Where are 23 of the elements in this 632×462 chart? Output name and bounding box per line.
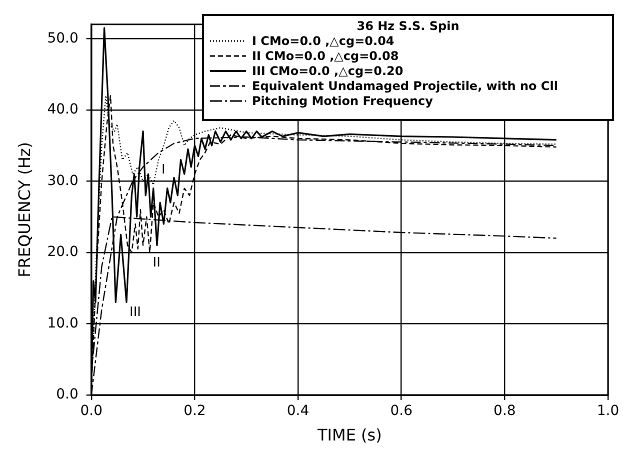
- x-axis-title: TIME (s): [316, 426, 382, 445]
- x-tick-label: 0.8: [494, 403, 516, 420]
- legend-title: 36 Hz S.S. Spin: [356, 19, 460, 33]
- y-axis-title: FREQUENCY (Hz): [14, 142, 34, 278]
- x-tick-label: 0.4: [286, 403, 310, 420]
- legend-label: III CMo=0.0 ,△cg=0.20: [252, 64, 404, 78]
- y-tick-label: 10.0: [47, 315, 78, 332]
- legend-label: I CMo=0.0 ,△cg=0.04: [252, 34, 394, 48]
- x-tick-label: 1.0: [596, 403, 620, 420]
- x-tick-label: 0.0: [80, 403, 103, 420]
- x-tick-label: 0.2: [184, 403, 206, 420]
- x-tick-label: 0.6: [390, 403, 413, 420]
- y-tick-label: 20.0: [47, 244, 78, 260]
- legend-label: Pitching Motion Frequency: [252, 94, 433, 108]
- legend-label: II CMo=0.0 ,△cg=0.08: [252, 49, 399, 63]
- y-tick-label: 50.0: [47, 30, 78, 46]
- annotation: III: [130, 305, 142, 320]
- annotation: I: [162, 162, 166, 178]
- legend-label: Equivalent Undamaged Projectile, with no Cll: [252, 79, 558, 93]
- y-tick-label: 40.0: [47, 102, 78, 118]
- y-tick-label: 30.0: [47, 172, 78, 189]
- y-tick-label: 0.0: [56, 386, 78, 403]
- annotation: II: [152, 255, 160, 270]
